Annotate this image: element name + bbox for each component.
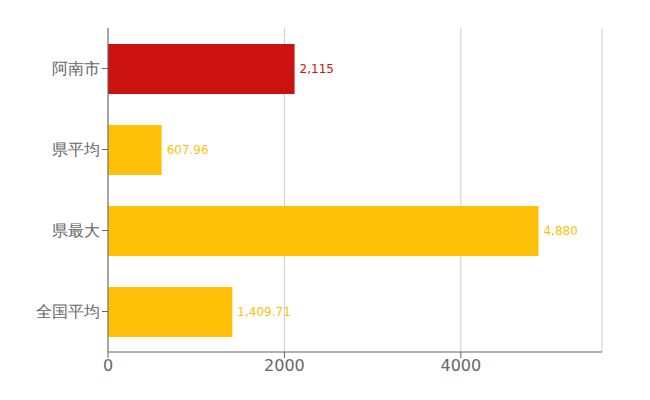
svg-text:0: 0 [103,356,113,375]
svg-text:4000: 4000 [440,356,481,375]
svg-text:県平均: 県平均 [52,140,100,159]
svg-text:2000: 2000 [264,356,305,375]
svg-text:県最大: 県最大 [52,221,100,240]
svg-text:1,409.71: 1,409.71 [237,305,290,319]
svg-text:全国平均: 全国平均 [36,302,100,321]
svg-text:4,880: 4,880 [543,224,577,238]
svg-text:阿南市: 阿南市 [52,59,100,78]
svg-text:607.96: 607.96 [167,143,209,157]
svg-text:2,115: 2,115 [300,62,334,76]
